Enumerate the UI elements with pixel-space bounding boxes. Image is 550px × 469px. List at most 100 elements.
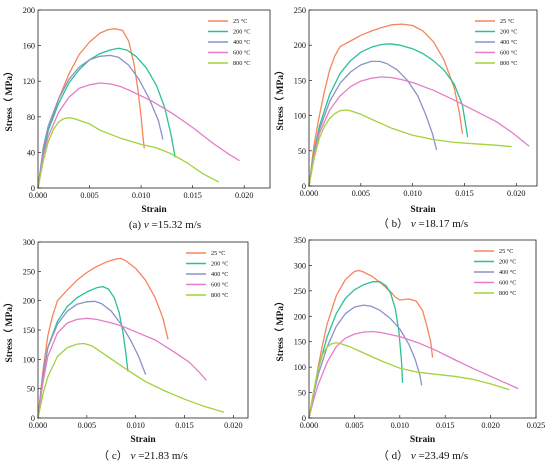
chart-3-plot-frame (308, 239, 537, 419)
chart-2-y-tick-label-3: 150 (23, 326, 35, 335)
chart-0-y-tick-label-1: 40 (27, 148, 35, 157)
chart-2-legend-label-3: 600 °C (211, 282, 228, 289)
chart-1-caption: （ b） v =18.17 m/s (378, 217, 468, 230)
chart-2-caption: （ c） v =21.83 m/s (98, 449, 188, 462)
chart-1-legend-label-1: 200 °C (500, 29, 517, 36)
chart-2-x-axis-label: Strain (130, 435, 156, 445)
chart-2-legend-label-1: 200 °C (211, 261, 228, 268)
chart-3-x-axis-label: Strain (410, 435, 436, 445)
chart-2-x-tick-label-4: 0.020 (224, 421, 242, 430)
chart-3-series-line-0 (308, 269, 434, 419)
chart-3-y-tick-label-3: 150 (294, 338, 306, 347)
chart-1-series-line-2 (308, 60, 438, 187)
chart-0-x-tick-label-1: 0.005 (80, 191, 98, 200)
chart-3-y-tick-label-5: 250 (294, 287, 306, 296)
chart-2-legend-label-4: 800 °C (211, 292, 228, 299)
chart-2-y-tick-label-0: 0 (31, 414, 35, 423)
chart-2-x-tick-label-1: 0.005 (78, 421, 96, 430)
chart-1-y-tick-label-3: 150 (294, 76, 306, 85)
chart-1-y-tick-label-0: 0 (302, 182, 306, 191)
chart-1-x-axis-label: Strain (410, 205, 436, 215)
chart-1-y-tick-label-1: 50 (298, 147, 306, 156)
chart-0-caption: (a) v =15.32 m/s (129, 219, 201, 231)
chart-3-x-tick-label-0: 0.000 (300, 421, 318, 430)
chart-panel-0: 0.000 0.005 0.010 0.015 0.020 0 40 80 120 160 200 S… (3, 6, 271, 231)
chart-1-series-line-1 (308, 43, 469, 187)
chart-0-series-line-1 (37, 47, 176, 189)
chart-1-y-tick-label-5: 250 (294, 6, 306, 15)
chart-1-y-tick-label-2: 100 (294, 112, 306, 121)
chart-2-y-tick-label-5: 250 (23, 267, 35, 276)
chart-3-caption: （ d） v =23.49 m/s (378, 449, 468, 462)
chart-0-legend-label-2: 400 °C (233, 39, 250, 46)
chart-3-y-tick-label-2: 100 (294, 363, 306, 372)
chart-1-legend-label-0: 25 °C (500, 18, 514, 25)
chart-1-x-tick-label-4: 0.020 (507, 189, 525, 198)
chart-1-y-tick-label-4: 200 (294, 41, 306, 50)
chart-2-y-tick-label-2: 100 (23, 355, 35, 364)
chart-3-y-tick-label-0: 0 (302, 414, 306, 423)
chart-2-series-line-4 (37, 342, 225, 419)
chart-3-x-tick-label-1: 0.005 (345, 421, 363, 430)
chart-2-legend-label-0: 25 °C (211, 250, 225, 257)
chart-3-legend-label-4: 800 °C (499, 290, 516, 297)
chart-1-y-axis-label: Stress（ MPa） (274, 66, 286, 131)
chart-0-legend-label-4: 800 °C (233, 60, 250, 67)
chart-0-y-tick-label-4: 160 (23, 42, 35, 51)
chart-3-y-tick-label-6: 300 (294, 261, 306, 270)
chart-2-series-line-1 (37, 285, 129, 419)
chart-3-legend-label-3: 600 °C (499, 280, 516, 287)
chart-0-series-line-3 (37, 82, 240, 189)
chart-2-y-tick-label-4: 200 (23, 297, 35, 306)
chart-0-x-tick-label-4: 0.020 (235, 191, 253, 200)
chart-panel-1: 0.000 0.005 0.010 0.015 0.020 0 50 100 150 200 250… (274, 6, 538, 230)
chart-0-y-tick-label-5: 200 (23, 6, 35, 15)
chart-2-y-tick-label-6: 300 (23, 238, 35, 247)
chart-2-legend-label-2: 400 °C (211, 271, 228, 278)
chart-2-series-line-2 (37, 300, 147, 419)
chart-3-x-tick-label-3: 0.015 (436, 421, 454, 430)
chart-3-y-tick-label-1: 50 (298, 389, 306, 398)
chart-0-legend-label-3: 600 °C (233, 50, 250, 57)
chart-2-series-line-0 (37, 257, 169, 419)
chart-1-x-tick-label-0: 0.000 (300, 189, 318, 198)
chart-2-y-tick-label-1: 50 (27, 385, 35, 394)
chart-0-y-tick-label-0: 0 (31, 184, 35, 193)
chart-1-series-line-4 (308, 109, 512, 187)
chart-0-legend-label-0: 25 °C (233, 18, 247, 25)
chart-1-legend-label-3: 600 °C (500, 50, 517, 57)
chart-3-y-tick-label-7: 350 (294, 236, 306, 245)
chart-1-legend-label-2: 400 °C (500, 39, 517, 46)
chart-1-x-tick-label-3: 0.015 (455, 189, 473, 198)
chart-1-x-tick-label-2: 0.010 (403, 189, 421, 198)
chart-0-y-axis-label: Stress（ MPa） (3, 67, 15, 132)
chart-2-x-tick-label-3: 0.015 (175, 421, 193, 430)
chart-3-y-axis-label: Stress（ MPa） (274, 297, 286, 362)
chart-0-legend-label-1: 200 °C (233, 29, 250, 36)
chart-2-y-axis-label: Stress（ MPa） (3, 298, 15, 363)
chart-3-legend-label-1: 200 °C (499, 259, 516, 266)
chart-3-x-tick-label-4: 0.020 (481, 421, 499, 430)
chart-0-x-tick-label-3: 0.015 (183, 191, 201, 200)
chart-3-x-tick-label-2: 0.010 (391, 421, 409, 430)
chart-1-legend-label-4: 800 °C (500, 60, 517, 67)
chart-0-x-tick-label-0: 0.000 (29, 191, 47, 200)
chart-1-plot-frame (308, 9, 538, 187)
chart-3-x-tick-label-5: 0.025 (527, 421, 545, 430)
chart-0-y-tick-label-2: 80 (27, 113, 35, 122)
chart-0-x-axis-label: Strain (141, 205, 167, 215)
chart-0-series-line-4 (37, 117, 220, 189)
chart-2-plot-frame (37, 241, 249, 419)
chart-2-x-tick-label-2: 0.010 (126, 421, 144, 430)
chart-0-plot-frame (37, 9, 271, 189)
chart-3-legend-label-0: 25 °C (499, 248, 513, 255)
chart-3-legend-label-2: 400 °C (499, 269, 516, 276)
chart-3-series-line-4 (308, 342, 510, 419)
chart-1-series-line-0 (308, 23, 464, 187)
chart-0-y-tick-label-3: 120 (23, 77, 35, 86)
chart-0-series-line-2 (37, 54, 164, 189)
chart-3-series-line-3 (308, 330, 519, 419)
chart-0-x-tick-label-2: 0.010 (132, 191, 150, 200)
chart-2-x-tick-label-0: 0.000 (29, 421, 47, 430)
